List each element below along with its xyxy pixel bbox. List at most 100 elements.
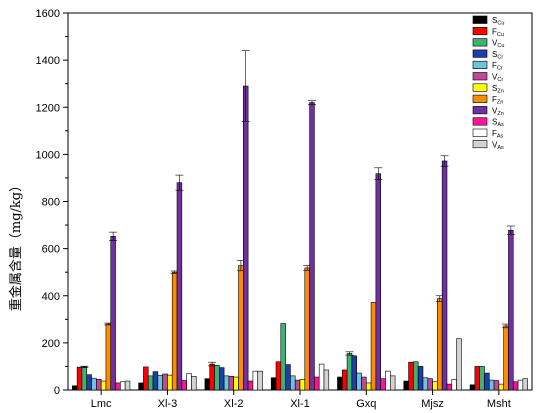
bar	[176, 182, 183, 391]
bar	[323, 369, 330, 391]
bar	[120, 381, 126, 391]
y-tick-label: 600	[42, 244, 60, 256]
bar	[365, 382, 372, 391]
bar	[488, 379, 495, 391]
bar	[427, 378, 433, 391]
legend-label: SAs	[492, 118, 504, 129]
bar	[446, 383, 453, 391]
bar	[299, 379, 306, 391]
bar	[285, 364, 291, 391]
bar	[72, 385, 78, 391]
legend-swatch	[472, 94, 488, 103]
bar	[86, 374, 92, 391]
bar	[417, 366, 424, 391]
y-tick-label: 400	[42, 291, 60, 303]
bar	[389, 375, 396, 391]
legend-label: VAs	[492, 140, 504, 151]
x-tick-label: Lmc	[91, 398, 112, 410]
x-tick-label: Msht	[487, 398, 511, 410]
legend-swatch	[472, 38, 488, 47]
bar	[408, 361, 414, 391]
bar	[238, 265, 244, 391]
bar	[223, 375, 230, 391]
bar	[152, 371, 159, 391]
bar	[413, 361, 419, 391]
bar	[309, 102, 315, 391]
bar	[493, 380, 500, 391]
y-tick-label: 1600	[36, 8, 60, 20]
bar	[171, 271, 178, 391]
bar	[280, 323, 286, 391]
bar	[474, 366, 480, 391]
bar	[403, 380, 409, 391]
x-tick-label: Xl-1	[290, 398, 310, 410]
legend-swatch	[472, 106, 488, 115]
bar	[143, 366, 149, 391]
legend-swatch	[472, 72, 488, 81]
bar	[124, 380, 131, 391]
bar	[96, 379, 102, 391]
y-tick-label: 1000	[36, 149, 60, 161]
bar	[105, 323, 112, 391]
legend-label: VCr	[492, 73, 503, 84]
bar	[147, 375, 154, 391]
y-tick-label: 1400	[36, 55, 60, 67]
bar	[370, 302, 377, 391]
bar	[356, 372, 362, 391]
bar	[115, 382, 121, 391]
bar	[351, 355, 357, 391]
bar	[451, 379, 457, 391]
bar	[252, 370, 259, 391]
bar	[138, 382, 144, 391]
legend-label: FCu	[492, 27, 504, 38]
bar	[91, 377, 97, 391]
bar	[522, 378, 528, 391]
bar	[385, 370, 391, 391]
bar	[498, 383, 504, 391]
bar	[214, 364, 220, 391]
bar	[186, 373, 192, 391]
legend-swatch	[472, 128, 488, 137]
bar	[76, 366, 83, 391]
bar	[380, 378, 386, 391]
legend-swatch	[472, 117, 488, 126]
legend-swatch	[472, 60, 488, 70]
legend-label: VZn	[492, 106, 504, 117]
bar	[422, 377, 429, 391]
bar	[270, 377, 277, 391]
legend-swatch	[472, 140, 488, 149]
bar	[294, 379, 301, 391]
bar	[167, 374, 173, 391]
bar	[318, 363, 325, 391]
bar	[191, 376, 197, 391]
bar	[341, 369, 348, 391]
bar	[432, 381, 438, 391]
bar	[508, 229, 514, 391]
y-tick-label: 200	[42, 338, 60, 350]
bar	[233, 376, 239, 391]
y-tick-label: 1200	[36, 102, 60, 114]
bar	[81, 366, 88, 391]
x-tick-label: Mjsz	[421, 398, 444, 410]
bar	[275, 361, 282, 391]
bar	[257, 370, 263, 391]
bar	[484, 372, 490, 391]
bar	[204, 378, 211, 391]
bar	[375, 173, 381, 391]
legend-swatch	[472, 26, 488, 36]
legend-label: SCr	[492, 50, 503, 61]
x-tick-label: Xl-3	[158, 398, 178, 410]
bar	[219, 367, 225, 391]
bar	[479, 366, 485, 391]
bar	[437, 298, 443, 391]
x-tick-label: Gxq	[356, 398, 376, 410]
bar	[110, 236, 116, 391]
legend-label: SZn	[492, 84, 504, 95]
bar	[441, 160, 448, 391]
bar	[469, 384, 476, 391]
y-tick-label: 800	[42, 197, 60, 209]
bar	[181, 380, 187, 391]
bar	[243, 85, 249, 391]
